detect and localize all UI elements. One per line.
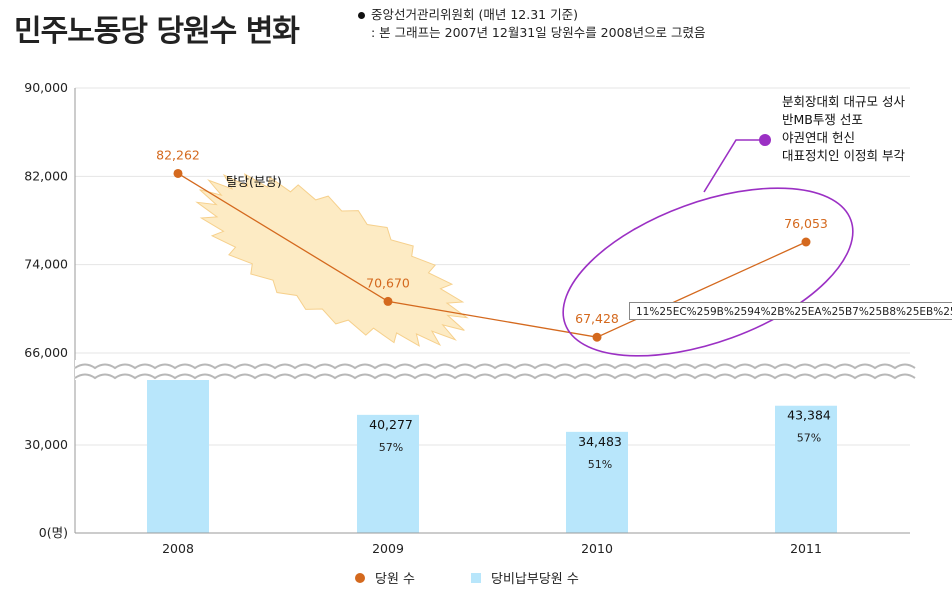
break-wave <box>74 363 916 370</box>
x-tick-label: 2010 <box>581 541 613 556</box>
event-3: 야권연대 헌신 <box>782 130 855 145</box>
gridlines <box>75 87 910 446</box>
y-tick-label: 74,000 <box>24 257 68 272</box>
y-tick-label: 90,000 <box>24 80 68 95</box>
line-point <box>173 168 183 178</box>
callout-line <box>703 139 763 193</box>
line-value-label: 82,262 <box>156 147 200 162</box>
split-burst <box>195 173 469 347</box>
y-tick-label: 82,000 <box>24 168 68 183</box>
note-line-2: : 본 그래프는 2007년 12월31일 당원수를 2008년으로 그렸음 <box>371 25 706 40</box>
line-point <box>383 296 393 306</box>
bar-value-label: 40,277 <box>369 417 413 432</box>
annotations: 탈당(분당) 분회장대회 대규모 성사 반MB투쟁 선포 야권연대 헌신 대표정… <box>226 94 905 357</box>
source-note: 중앙선거관리위원회 (매년 12.31 기준) : 본 그래프는 2007년 1… <box>358 6 705 42</box>
highlight-ellipse <box>562 187 854 357</box>
note-line-1: 중앙선거관리위원회 (매년 12.31 기준) <box>371 7 578 22</box>
bar-percent-label: 57% <box>379 441 403 454</box>
x-tick-label: 2008 <box>162 541 194 556</box>
split-burst-shape <box>195 173 469 347</box>
callout-marker <box>759 134 771 146</box>
legend-members-label: 당원 수 <box>375 572 416 587</box>
bullet-icon <box>358 12 365 19</box>
break-wave <box>74 373 916 380</box>
x-axis: 2008 2009 2010 2011 <box>75 532 910 556</box>
event-4: 대표정치인 이정희 부각 <box>782 148 905 163</box>
bar <box>357 414 419 533</box>
line-value-label: 67,428 <box>575 311 619 326</box>
y-tick-label: 0(명) <box>39 525 68 540</box>
line-value-label: 70,670 <box>366 275 410 290</box>
bar <box>775 405 837 533</box>
event-2: 반MB투쟁 선포 <box>782 112 863 127</box>
bar-value-label: 34,483 <box>578 434 622 449</box>
axis-break <box>74 360 918 380</box>
bar-swatch-icon <box>471 572 481 583</box>
line-point <box>801 237 811 247</box>
split-annotation: 탈당(분당) <box>226 174 282 189</box>
y-tick-label: 66,000 <box>24 345 68 360</box>
url-tooltip: 11%25EC%259B%2594%2B%25EA%25B7%25B8%25EB… <box>629 302 952 320</box>
line-point <box>592 332 602 342</box>
bar-percent-label: 57% <box>797 432 821 445</box>
series-line <box>177 172 807 338</box>
line-value-label: 76,053 <box>784 216 828 231</box>
x-tick-label: 2011 <box>790 541 822 556</box>
bar-value-label: 43,384 <box>787 408 831 423</box>
event-1: 분회장대회 대규모 성사 <box>782 94 905 109</box>
y-axis-ticks: 66,000 74,000 82,000 90,000 0(명) 30,000 <box>24 80 76 540</box>
line-swatch-icon <box>355 572 365 583</box>
bar-series: 40,277 57% 34,483 51% 43,384 57% <box>147 374 837 533</box>
x-tick-label: 2009 <box>372 541 404 556</box>
bar <box>566 431 628 533</box>
y-tick-label: 30,000 <box>24 437 68 452</box>
bar <box>147 374 209 533</box>
legend-dues: 당비납부당원 수 <box>471 568 579 587</box>
line-series: 82,262 70,670 67,428 76,053 <box>156 147 828 342</box>
bar-percent-label: 51% <box>588 458 612 471</box>
page-title: 민주노동당 당원수 변화 <box>14 14 300 49</box>
legend-dues-label: 당비납부당원 수 <box>491 572 579 587</box>
legend-members: 당원 수 <box>355 568 415 587</box>
